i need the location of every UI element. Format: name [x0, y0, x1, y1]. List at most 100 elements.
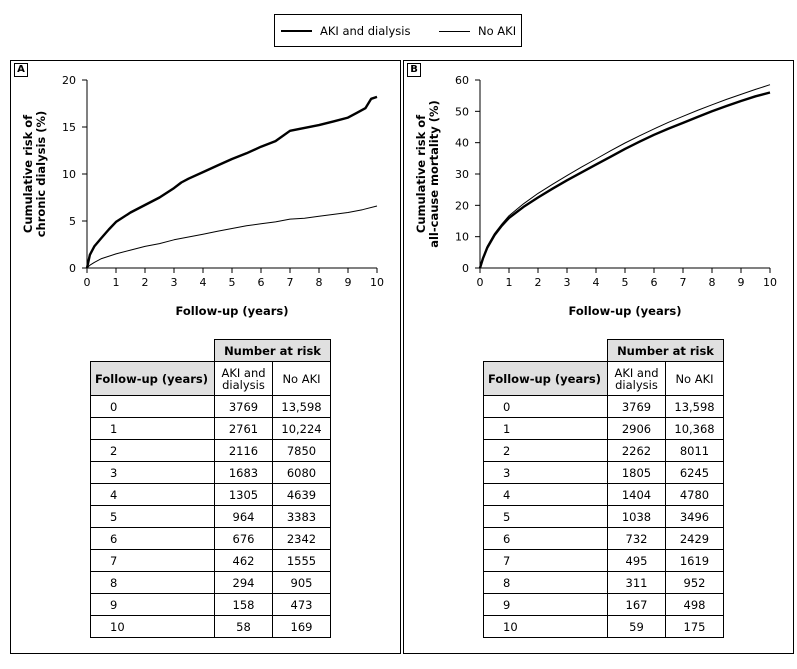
chronic-dialysis-chart: 0 5 10 15 20 0 1 2 3 4 5 6 7 8 9 10 Follow-up (years) Cum… [21, 74, 384, 318]
no-aki-at-risk-cell: 4639 [272, 483, 331, 506]
panel-a-label: A [14, 63, 28, 77]
followup-year-cell: 4 [483, 483, 608, 506]
y-tick-label: 50 [455, 105, 469, 118]
y-tick-label: 0 [462, 262, 469, 275]
y-tick-label: 60 [455, 74, 469, 87]
table-row: 5 1038 3496 [483, 505, 724, 528]
table-row: 3 1683 6080 [90, 461, 331, 484]
series-line-aki-dialysis [478, 91, 771, 269]
x-tick-label: 9 [738, 276, 745, 289]
panel-a: A 0 5 10 15 20 0 1 2 3 4 5 6 7 8 9 10 Follow-up (years) C… [10, 60, 401, 654]
table-row: 8 294 905 [90, 571, 331, 594]
aki-at-risk-cell: 1305 [214, 483, 273, 506]
risk-table-col-no-aki: No AKI [272, 361, 331, 396]
table-row: 0 3769 13,598 [483, 395, 724, 418]
x-tick-label: 3 [171, 276, 178, 289]
followup-year-cell: 10 [90, 615, 215, 638]
x-tick-label: 8 [316, 276, 323, 289]
table-row: 1 2761 10,224 [90, 417, 331, 440]
table-row: 10 59 175 [483, 615, 724, 638]
followup-year-cell: 8 [483, 571, 608, 594]
no-aki-at-risk-cell: 10,368 [665, 417, 724, 440]
followup-year-cell: 9 [90, 593, 215, 616]
followup-year-cell: 4 [90, 483, 215, 506]
followup-year-cell: 6 [90, 527, 215, 550]
x-tick-label: 0 [477, 276, 484, 289]
y-tick-label: 10 [62, 168, 76, 181]
table-row: 1 2906 10,368 [483, 417, 724, 440]
y-axis-title-line2: all-cause mortality (%) [427, 100, 441, 248]
followup-year-cell: 2 [483, 439, 608, 462]
risk-table-col-aki-label: AKI and dialysis [614, 365, 659, 392]
risk-table-col-no-aki: No AKI [665, 361, 724, 396]
aki-at-risk-cell: 1038 [607, 505, 666, 528]
aki-at-risk-cell: 462 [214, 549, 273, 572]
aki-at-risk-cell: 3769 [607, 395, 666, 418]
x-tick-label: 6 [258, 276, 265, 289]
no-aki-at-risk-cell: 498 [665, 593, 724, 616]
x-tick-label: 1 [506, 276, 513, 289]
no-aki-at-risk-cell: 6245 [665, 461, 724, 484]
y-tick-label: 30 [455, 168, 469, 181]
no-aki-at-risk-cell: 13,598 [272, 395, 331, 418]
followup-year-cell: 10 [483, 615, 608, 638]
x-tick-label: 4 [593, 276, 600, 289]
legend-swatch-no-aki [439, 31, 470, 32]
x-tick-label: 4 [200, 276, 207, 289]
risk-table-body-b: 0 3769 13,598 1 2906 10,368 2 2262 8011 3 1805 6245… [483, 395, 724, 638]
table-row: 6 732 2429 [483, 527, 724, 550]
table-row: 9 158 473 [90, 593, 331, 616]
y-axis-title-line2: chronic dialysis (%) [34, 111, 48, 238]
legend-swatch-aki [281, 30, 312, 32]
y-tick-label: 40 [455, 137, 469, 150]
y-tick-label: 5 [69, 215, 76, 228]
x-tick-label: 2 [535, 276, 542, 289]
no-aki-at-risk-cell: 905 [272, 571, 331, 594]
no-aki-at-risk-cell: 7850 [272, 439, 331, 462]
followup-year-cell: 3 [90, 461, 215, 484]
followup-year-cell: 0 [90, 395, 215, 418]
aki-at-risk-cell: 2906 [607, 417, 666, 440]
followup-year-cell: 0 [483, 395, 608, 418]
followup-year-cell: 1 [483, 417, 608, 440]
aki-at-risk-cell: 2116 [214, 439, 273, 462]
followup-year-cell: 9 [483, 593, 608, 616]
risk-table-col-aki-label: AKI and dialysis [221, 365, 266, 392]
risk-table-group-header: Number at risk [607, 339, 724, 362]
aki-at-risk-cell: 2761 [214, 417, 273, 440]
x-tick-label: 3 [564, 276, 571, 289]
aki-at-risk-cell: 3769 [214, 395, 273, 418]
x-axis-title: Follow-up (years) [569, 304, 682, 318]
followup-year-cell: 7 [90, 549, 215, 572]
risk-table-b: Number at risk Follow-up (years) AKI and… [483, 339, 724, 638]
aki-at-risk-cell: 158 [214, 593, 273, 616]
no-aki-at-risk-cell: 10,224 [272, 417, 331, 440]
no-aki-at-risk-cell: 6080 [272, 461, 331, 484]
y-tick-label: 20 [62, 74, 76, 87]
table-row: 2 2116 7850 [90, 439, 331, 462]
legend-label-no-aki: No AKI [478, 24, 517, 38]
table-row: 6 676 2342 [90, 527, 331, 550]
aki-at-risk-cell: 495 [607, 549, 666, 572]
followup-year-cell: 3 [483, 461, 608, 484]
followup-year-cell: 8 [90, 571, 215, 594]
followup-year-cell: 2 [90, 439, 215, 462]
no-aki-at-risk-cell: 952 [665, 571, 724, 594]
x-tick-label: 1 [113, 276, 120, 289]
x-tick-label: 10 [763, 276, 777, 289]
followup-year-cell: 7 [483, 549, 608, 572]
aki-at-risk-cell: 167 [607, 593, 666, 616]
followup-year-cell: 5 [483, 505, 608, 528]
no-aki-at-risk-cell: 4780 [665, 483, 724, 506]
risk-table-corner [91, 340, 215, 362]
aki-at-risk-cell: 2262 [607, 439, 666, 462]
x-tick-label: 5 [622, 276, 629, 289]
table-row: 9 167 498 [483, 593, 724, 616]
legend-label-aki: AKI and dialysis [320, 24, 411, 38]
no-aki-at-risk-cell: 1555 [272, 549, 331, 572]
risk-table-body-a: 0 3769 13,598 1 2761 10,224 2 2116 7850 3 1683 6080… [90, 395, 331, 638]
y-tick-label: 10 [455, 231, 469, 244]
aki-at-risk-cell: 732 [607, 527, 666, 550]
y-axis-title-line1: Cumulative risk of [414, 114, 428, 233]
aki-at-risk-cell: 294 [214, 571, 273, 594]
